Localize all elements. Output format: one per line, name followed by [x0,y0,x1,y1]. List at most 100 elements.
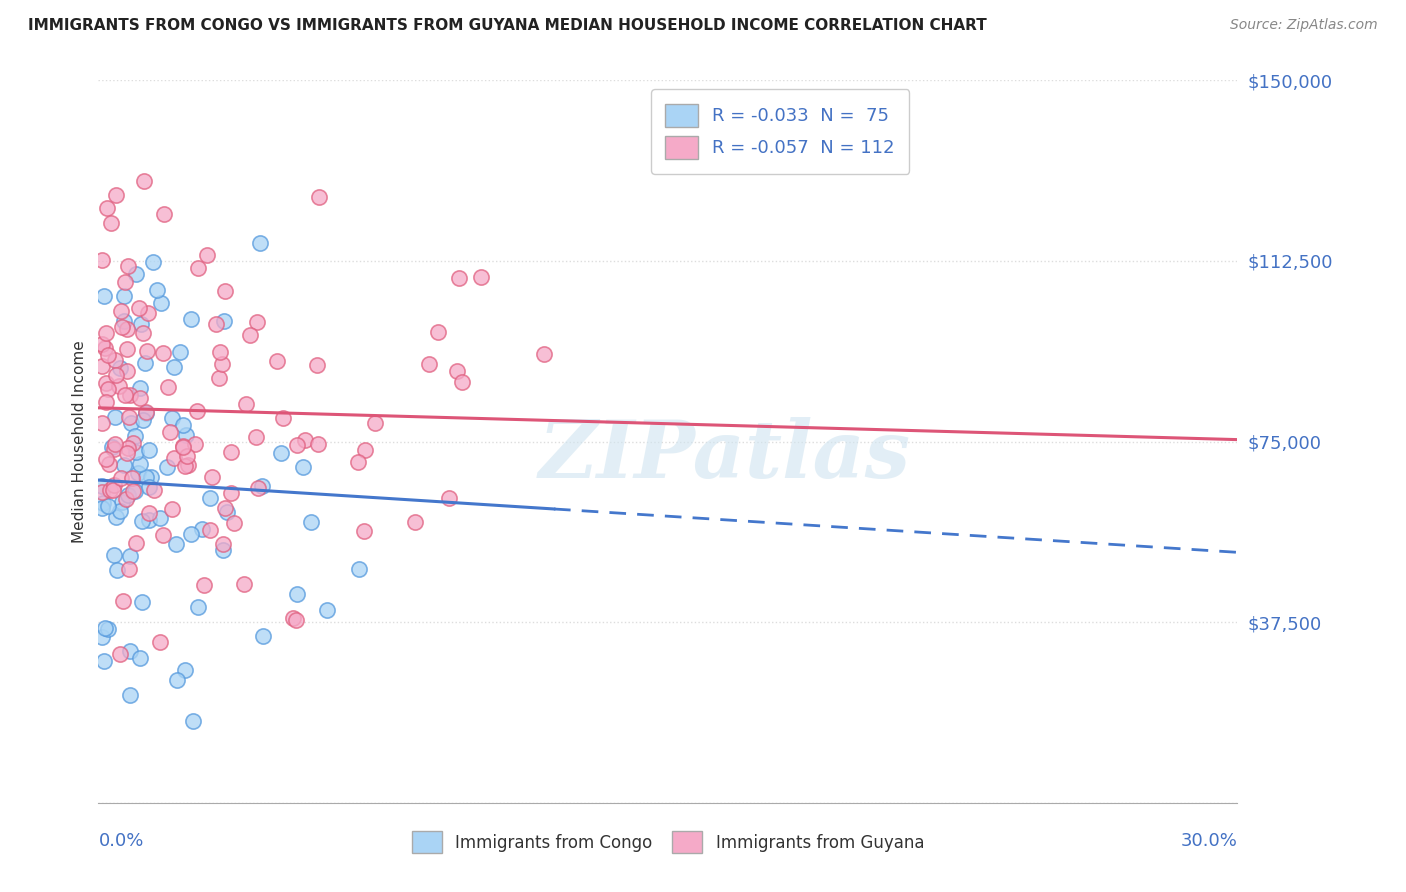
Point [93,289,115,303]
Point [91,417,114,431]
Point [271,411,294,425]
Point [233,576,256,591]
Point [449,271,471,285]
Point [152,207,174,221]
Point [108,648,131,662]
Point [125,535,148,549]
Point [135,470,157,484]
Point [97,348,120,362]
Point [128,301,150,315]
Point [120,644,142,658]
Point [94,326,117,340]
Point [249,236,271,251]
Point [299,516,322,530]
Point [354,443,377,458]
Point [103,442,125,456]
Point [266,354,288,368]
Point [138,480,160,494]
Point [187,599,209,614]
Point [136,305,159,319]
Point [172,418,194,433]
Point [174,663,197,677]
Point [208,371,231,385]
Point [152,528,174,542]
Point [121,471,143,485]
Point [211,543,233,558]
Point [418,357,440,371]
Point [117,441,139,455]
Point [110,303,132,318]
Point [308,190,330,204]
Point [149,511,172,525]
Point [450,376,472,390]
Point [124,483,146,498]
Point [138,506,160,520]
Point [103,548,125,562]
Point [156,380,179,394]
Point [160,501,183,516]
Point [165,537,187,551]
Point [247,482,270,496]
Point [252,479,274,493]
Y-axis label: Median Household Income: Median Household Income [72,340,87,543]
Point [131,514,153,528]
Point [446,364,468,378]
Point [105,563,128,577]
Text: ZIPatlas: ZIPatlas [538,417,911,495]
Point [122,483,145,498]
Point [104,437,127,451]
Legend: Immigrants from Congo, Immigrants from Guyana: Immigrants from Congo, Immigrants from G… [405,825,931,860]
Point [118,549,141,564]
Point [112,458,135,472]
Point [96,382,118,396]
Point [208,344,231,359]
Point [285,613,308,627]
Point [135,405,157,419]
Point [307,437,329,451]
Point [150,295,173,310]
Point [111,594,134,608]
Point [347,455,370,469]
Point [101,440,124,454]
Point [437,491,460,505]
Point [145,283,167,297]
Point [214,284,236,298]
Point [104,410,127,425]
Point [115,445,138,459]
Point [94,342,117,356]
Point [91,496,114,510]
Point [114,492,136,507]
Point [97,499,120,513]
Point [110,504,132,518]
Point [219,445,242,459]
Point [118,388,141,402]
Point [166,673,188,688]
Point [294,433,316,447]
Point [91,479,114,493]
Point [316,603,339,617]
Point [285,438,308,452]
Point [114,276,136,290]
Point [219,486,242,500]
Point [117,259,139,273]
Point [112,289,135,303]
Point [148,634,170,648]
Point [98,458,121,472]
Point [128,381,150,395]
Point [117,562,139,576]
Point [235,397,257,411]
Point [180,527,202,541]
Point [174,428,197,442]
Point [131,326,153,340]
Point [132,174,155,188]
Point [270,446,292,460]
Point [404,515,426,529]
Point [160,410,183,425]
Point [217,505,239,519]
Point [246,315,269,329]
Point [112,314,135,328]
Point [141,470,163,484]
Point [108,379,131,393]
Point [198,491,221,505]
Point [533,347,555,361]
